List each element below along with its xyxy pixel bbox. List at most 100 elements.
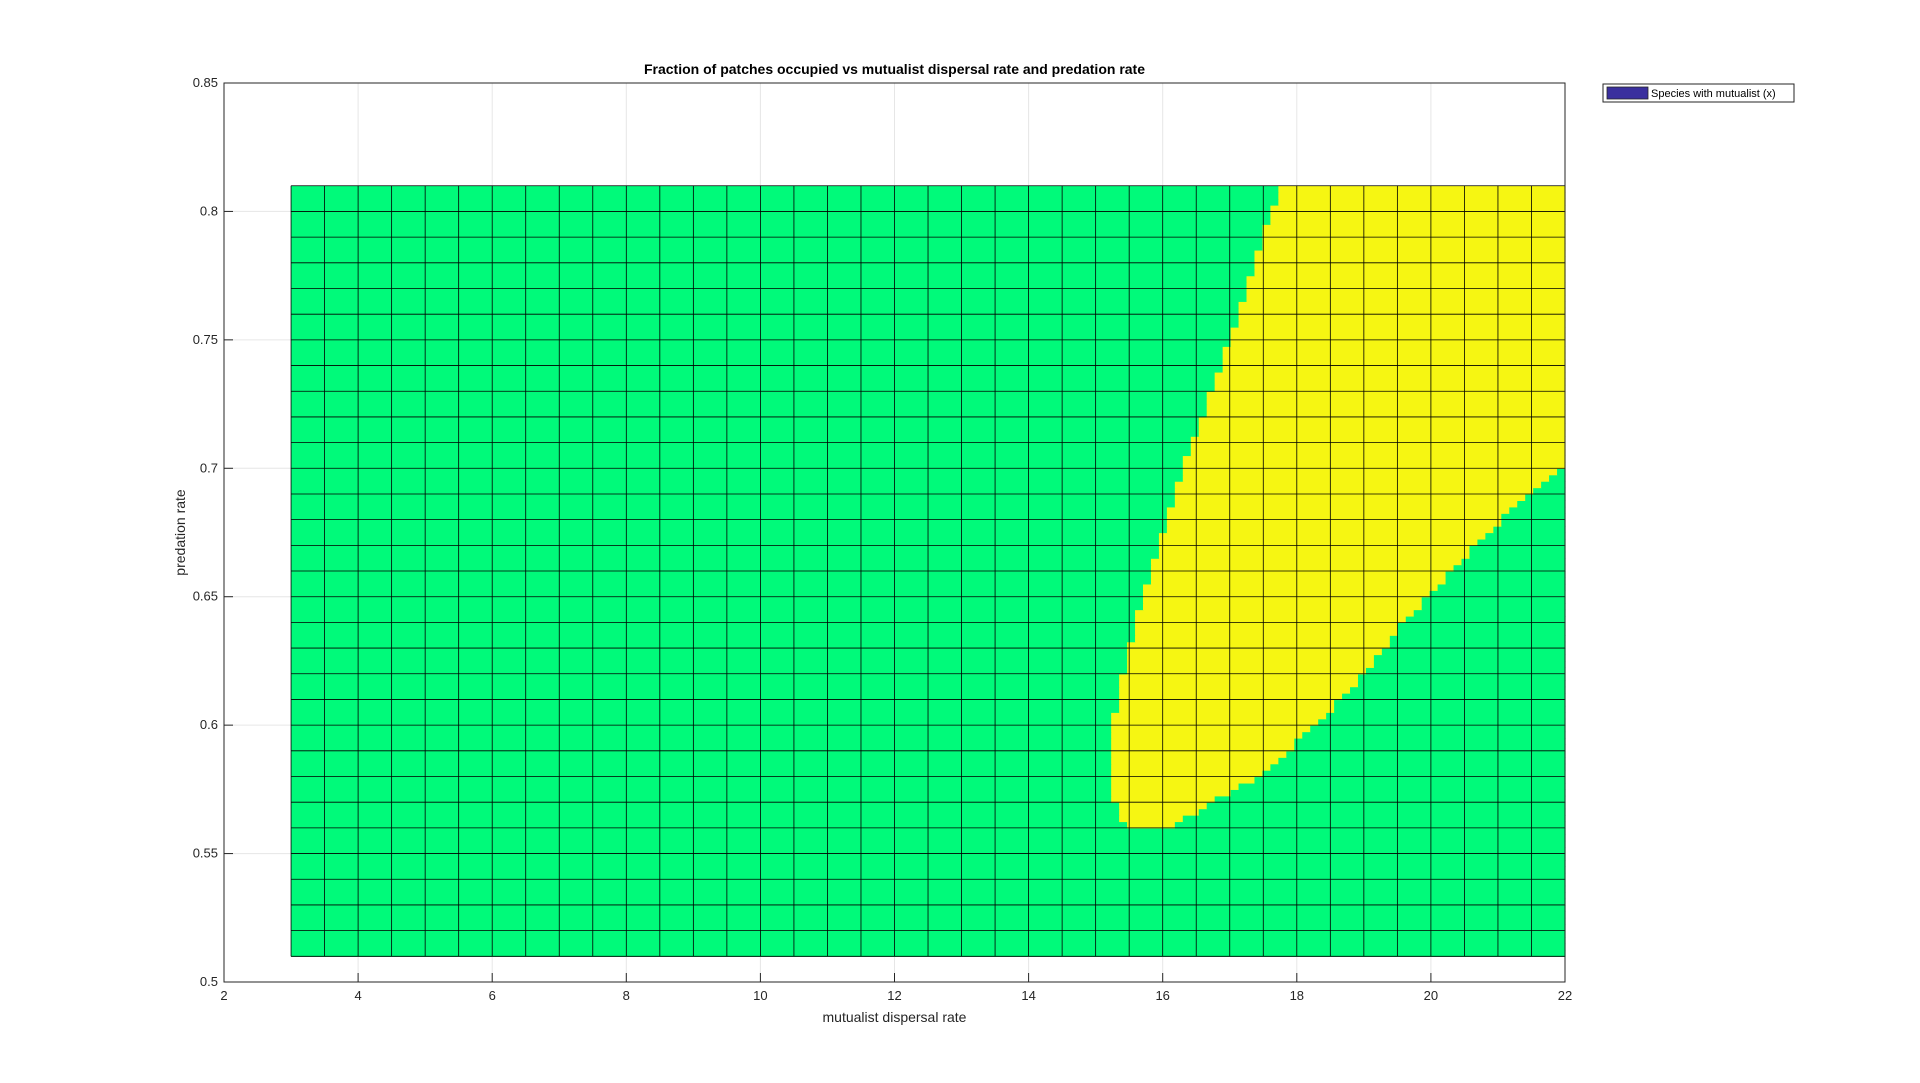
heatmap-cell-present <box>1111 718 1319 726</box>
heatmap-cell-absent <box>291 680 1120 688</box>
heatmap-cell-absent <box>291 269 1256 277</box>
heatmap-cell-absent <box>291 339 1232 347</box>
heatmap-cell-absent <box>1318 718 1566 726</box>
heatmap-cell-absent <box>1334 699 1566 707</box>
heatmap-cell-absent <box>1421 603 1566 611</box>
heatmap-cell-absent <box>291 371 1216 379</box>
y-tick-label: 0.55 <box>193 846 218 861</box>
heatmap-cell-absent <box>1461 558 1566 566</box>
heatmap-cell-absent <box>1541 481 1566 489</box>
heatmap-cell-absent <box>291 622 1136 630</box>
heatmap-cell-absent <box>291 705 1120 713</box>
heatmap-cell-present <box>1278 198 1566 206</box>
heatmap-cell-absent <box>1485 532 1566 540</box>
heatmap-cell-absent <box>291 230 1264 238</box>
heatmap-cell-absent <box>291 500 1176 508</box>
heatmap-cell-present <box>1127 648 1383 656</box>
heatmap-cell-present <box>1206 410 1566 418</box>
heatmap-cell-present <box>1214 378 1566 386</box>
heatmap-cell-present <box>1119 802 1208 810</box>
heatmap-cell-absent <box>291 224 1264 232</box>
heatmap-cell-absent <box>291 455 1184 463</box>
heatmap-cell-absent <box>291 429 1200 437</box>
heatmap-cell-present <box>1198 416 1566 424</box>
heatmap-cell-absent <box>291 378 1216 386</box>
heatmap-cell-absent <box>291 744 1112 752</box>
heatmap-cell-absent <box>1381 648 1566 656</box>
heatmap-cell-present <box>1166 513 1502 521</box>
heatmap-cell-present <box>1254 269 1566 277</box>
heatmap-cell-absent <box>1405 615 1566 623</box>
heatmap-cell-present <box>1158 532 1486 540</box>
heatmap-cell-present <box>1119 808 1200 816</box>
heatmap-cell-absent <box>1294 737 1566 746</box>
heatmap-cell-absent <box>1270 763 1566 771</box>
heatmap-cell-absent <box>1198 808 1566 816</box>
heatmap-cell-absent <box>1182 815 1566 823</box>
heatmap-cell-absent <box>291 487 1176 495</box>
heatmap-cell-absent <box>291 192 1279 200</box>
heatmap-cell-absent <box>291 185 1279 193</box>
heatmap-cell-present <box>1127 821 1176 829</box>
heatmap-cell-absent <box>291 673 1120 681</box>
x-tick-label: 18 <box>1290 988 1304 1003</box>
x-tick-label: 2 <box>220 988 227 1003</box>
chart-title: Fraction of patches occupied vs mutualis… <box>644 61 1145 77</box>
heatmap-cell-absent <box>1445 577 1566 585</box>
heatmap-cell-present <box>1111 776 1256 784</box>
heatmap-cell-absent <box>291 365 1224 373</box>
heatmap-cell-present <box>1206 391 1566 399</box>
heatmap-cell-absent <box>1373 654 1566 662</box>
heatmap-cell-present <box>1262 243 1566 251</box>
heatmap-cell-present <box>1190 442 1566 450</box>
heatmap-cell-present <box>1166 519 1502 527</box>
heatmap-cell-present <box>1119 705 1335 713</box>
heatmap-cell-present <box>1150 571 1447 579</box>
heatmap-cell-absent <box>1397 622 1566 630</box>
heatmap-cell-present <box>1135 615 1407 623</box>
heatmap-cell-present <box>1222 346 1566 354</box>
heatmap-cell-present <box>1182 461 1566 469</box>
heatmap-cell-absent <box>291 256 1256 264</box>
heatmap-cell-absent <box>1389 641 1566 649</box>
x-tick-label: 4 <box>354 988 361 1003</box>
heatmap-cell-absent <box>291 314 1240 322</box>
heatmap-cell-absent <box>291 461 1184 469</box>
heatmap-cell-present <box>1246 288 1566 296</box>
heatmap-cell-absent <box>291 410 1208 418</box>
heatmap-cell-absent <box>1310 725 1566 733</box>
heatmap-cell-absent <box>291 558 1152 566</box>
heatmap-cell-absent <box>291 237 1264 245</box>
legend-swatch <box>1606 86 1649 100</box>
heatmap-cell-absent <box>291 506 1168 514</box>
heatmap-cell-present <box>1190 449 1566 457</box>
heatmap-cell-absent <box>291 288 1248 296</box>
heatmap-cell-absent <box>291 615 1136 623</box>
heatmap-cell-absent <box>1334 705 1566 713</box>
y-tick-label: 0.5 <box>200 974 218 989</box>
heatmap-cell-present <box>1222 365 1566 373</box>
heatmap-cell-absent <box>1238 782 1566 790</box>
heatmap-cell-absent <box>291 577 1152 585</box>
heatmap-cell-absent <box>291 648 1128 656</box>
heatmap-cell-absent <box>291 667 1128 675</box>
heatmap-cell-absent <box>291 564 1152 572</box>
heatmap-cell-absent <box>1326 712 1566 720</box>
heatmap-cell-absent <box>1389 635 1566 643</box>
x-tick-label: 16 <box>1155 988 1169 1003</box>
heatmap-cell-absent <box>291 693 1120 701</box>
heatmap-cell-absent <box>291 262 1256 270</box>
heatmap-cell-absent <box>291 423 1200 431</box>
heatmap-cell-present <box>1111 725 1311 733</box>
y-tick-label: 0.85 <box>193 75 218 90</box>
x-tick-label: 10 <box>753 988 767 1003</box>
heatmap-cell-absent <box>1517 500 1566 508</box>
heatmap-cell-absent <box>291 628 1136 636</box>
heatmap-cell-present <box>1166 506 1510 514</box>
heatmap-cell-absent <box>291 603 1144 611</box>
heatmap-cell-present <box>1262 230 1566 238</box>
heatmap-cell-present <box>1143 590 1431 598</box>
heatmap-cell-absent <box>1357 673 1566 681</box>
heatmap-cell-present <box>1270 211 1566 219</box>
